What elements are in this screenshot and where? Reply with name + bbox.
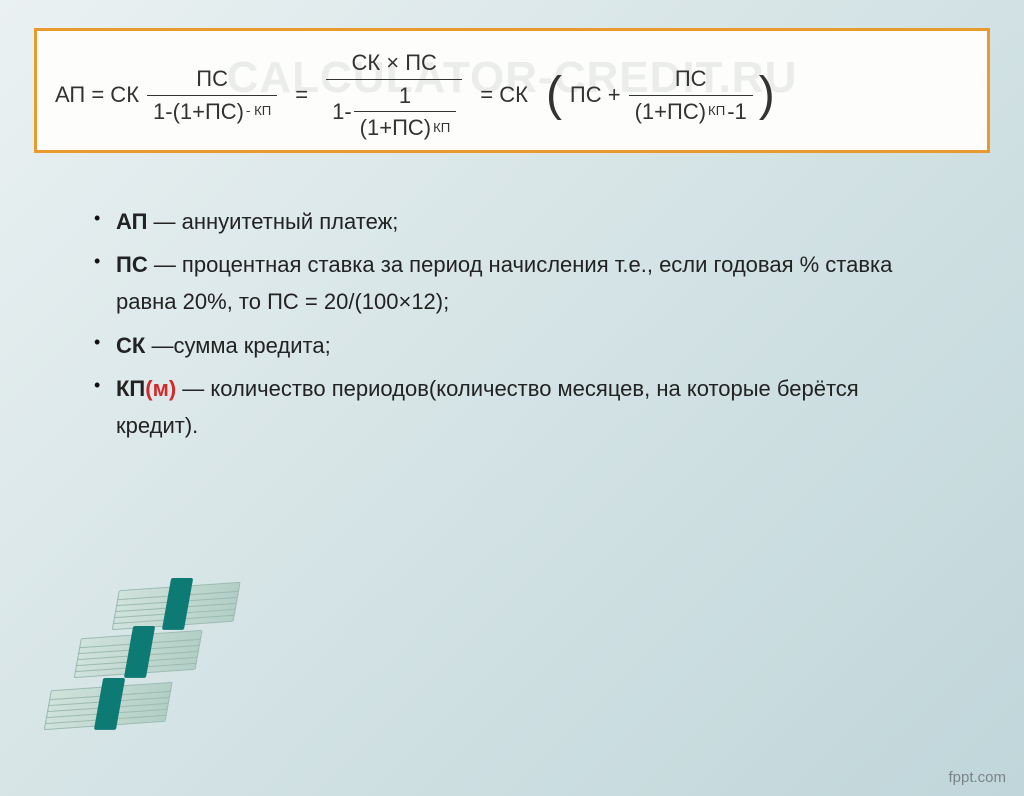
rhs-term1: ПС + <box>570 82 621 108</box>
formula-box: CALCULATOR-CREDIT.RU АП = СК ПС 1-(1+ПС)… <box>34 28 990 153</box>
fraction-bar <box>354 111 457 112</box>
paren-close: ) <box>759 81 775 110</box>
frac2-den: 1- 1 (1+ПС) КП <box>326 82 462 142</box>
frac1-den-exp: - КП <box>246 103 271 120</box>
list-item: АП — аннуитетный платеж; <box>90 203 934 240</box>
fraction-bar <box>326 79 462 80</box>
frac3-den-base: (1+ПС) <box>635 98 706 126</box>
def-text: — количество периодов(количество месяцев… <box>116 376 859 438</box>
list-item: КП(м) — количество периодов(количество м… <box>90 370 934 445</box>
def-text: —сумма кредита; <box>145 333 330 358</box>
list-item: СК —сумма кредита; <box>90 327 934 364</box>
frac1-den-base: 1-(1+ПС) <box>153 98 244 126</box>
definitions-list: АП — аннуитетный платеж; ПС — процентная… <box>90 203 934 445</box>
fraction-1: ПС 1-(1+ПС) - КП <box>147 65 277 125</box>
frac2-inner-den-exp: КП <box>433 120 450 137</box>
def-text: — аннуитетный платеж; <box>147 209 398 234</box>
frac3-den-tail: -1 <box>727 98 747 126</box>
frac2-inner-num: 1 <box>393 82 417 110</box>
def-abbr: АП <box>116 209 147 234</box>
frac2-den-left: 1- <box>332 98 352 126</box>
frac1-num: ПС <box>190 65 234 93</box>
fraction-bar <box>629 95 753 96</box>
fraction-3: ПС (1+ПС) КП -1 <box>629 65 753 125</box>
def-text: — процентная ставка за период начисления… <box>116 252 892 314</box>
frac1-den: 1-(1+ПС) - КП <box>147 98 277 126</box>
frac3-den-exp: КП <box>708 103 725 120</box>
def-abbr: ПС <box>116 252 148 277</box>
money-stack-icon <box>48 576 258 746</box>
frac2-num: СК × ПС <box>345 49 442 77</box>
footer-credit: fppt.com <box>948 769 1006 786</box>
formula-lhs: АП = СК <box>55 82 139 108</box>
fraction-2: СК × ПС 1- 1 (1+ПС) КП <box>326 49 462 142</box>
def-suffix: (м) <box>145 376 176 401</box>
paren-open: ( <box>546 81 562 110</box>
list-item: ПС — процентная ставка за период начисле… <box>90 246 934 321</box>
equals-1: = <box>295 82 308 108</box>
fraction-2-inner: 1 (1+ПС) КП <box>354 82 457 142</box>
frac3-den: (1+ПС) КП -1 <box>629 98 753 126</box>
annuity-formula: АП = СК ПС 1-(1+ПС) - КП = СК × ПС 1- 1 … <box>53 49 971 142</box>
frac3-num: ПС <box>669 65 713 93</box>
equals-2: = СК <box>480 82 528 108</box>
frac2-inner-den: (1+ПС) КП <box>354 114 457 142</box>
def-abbr: СК <box>116 333 145 358</box>
def-abbr: КП <box>116 376 145 401</box>
frac2-inner-den-base: (1+ПС) <box>360 114 431 142</box>
fraction-bar <box>147 95 277 96</box>
